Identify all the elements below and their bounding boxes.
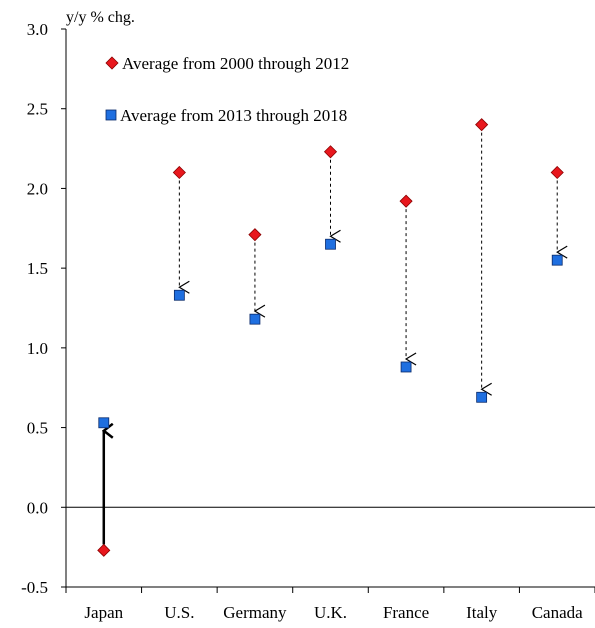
x-tick-label: Japan bbox=[84, 603, 123, 622]
legend-square-marker bbox=[105, 109, 117, 121]
change-arrows bbox=[104, 132, 568, 545]
x-tick-label: France bbox=[383, 603, 429, 622]
x-tick-label: Germany bbox=[223, 603, 287, 622]
point-2000-2012 bbox=[248, 228, 262, 242]
x-tick-label: Canada bbox=[532, 603, 583, 622]
point-2000-2012 bbox=[475, 118, 489, 132]
point-2013-2018 bbox=[173, 289, 185, 301]
x-tick-label: U.S. bbox=[164, 603, 194, 622]
legend-item-series-1: Average from 2000 through 2012 bbox=[105, 54, 349, 73]
y-tick-label: 1.5 bbox=[27, 259, 48, 278]
point-2013-2018 bbox=[325, 238, 336, 250]
point-2013-2018 bbox=[476, 391, 488, 403]
point-2013-2018 bbox=[249, 313, 261, 325]
point-2000-2012 bbox=[323, 145, 338, 159]
point-2013-2018 bbox=[98, 417, 110, 429]
point-2000-2012 bbox=[399, 194, 413, 208]
y-tick-label: 0.0 bbox=[27, 498, 48, 517]
y-tick-label: -0.5 bbox=[21, 578, 48, 597]
legend-label-series-2: Average from 2013 through 2018 bbox=[120, 106, 347, 125]
legend: Average from 2000 through 2012 Average f… bbox=[105, 54, 349, 125]
y-axis-label: y/y % chg. bbox=[66, 9, 135, 26]
legend-diamond-marker bbox=[105, 56, 119, 70]
data-markers bbox=[97, 118, 564, 557]
x-tick-label: U.K. bbox=[314, 603, 347, 622]
point-2000-2012 bbox=[97, 543, 111, 557]
y-tick-label: 0.5 bbox=[27, 419, 48, 438]
point-2000-2012 bbox=[550, 165, 564, 180]
legend-label-series-1: Average from 2000 through 2012 bbox=[122, 54, 349, 73]
point-2000-2012 bbox=[172, 165, 186, 180]
y-tick-label: 2.0 bbox=[27, 179, 48, 198]
y-tick-label: 3.0 bbox=[27, 20, 48, 39]
point-2013-2018 bbox=[400, 361, 412, 373]
axes bbox=[61, 28, 595, 593]
legend-item-series-2: Average from 2013 through 2018 bbox=[105, 106, 347, 125]
x-tick-label: Italy bbox=[466, 603, 498, 622]
x-tick-labels: Japan U.S. Germany U.K. France Italy Canada bbox=[84, 603, 583, 622]
point-2013-2018 bbox=[551, 254, 563, 266]
y-tick-label: 2.5 bbox=[27, 100, 48, 119]
y-tick-labels: 3.0 2.5 2.0 1.5 1.0 0.5 0.0 -0.5 bbox=[21, 20, 48, 597]
y-tick-label: 1.0 bbox=[27, 339, 48, 358]
